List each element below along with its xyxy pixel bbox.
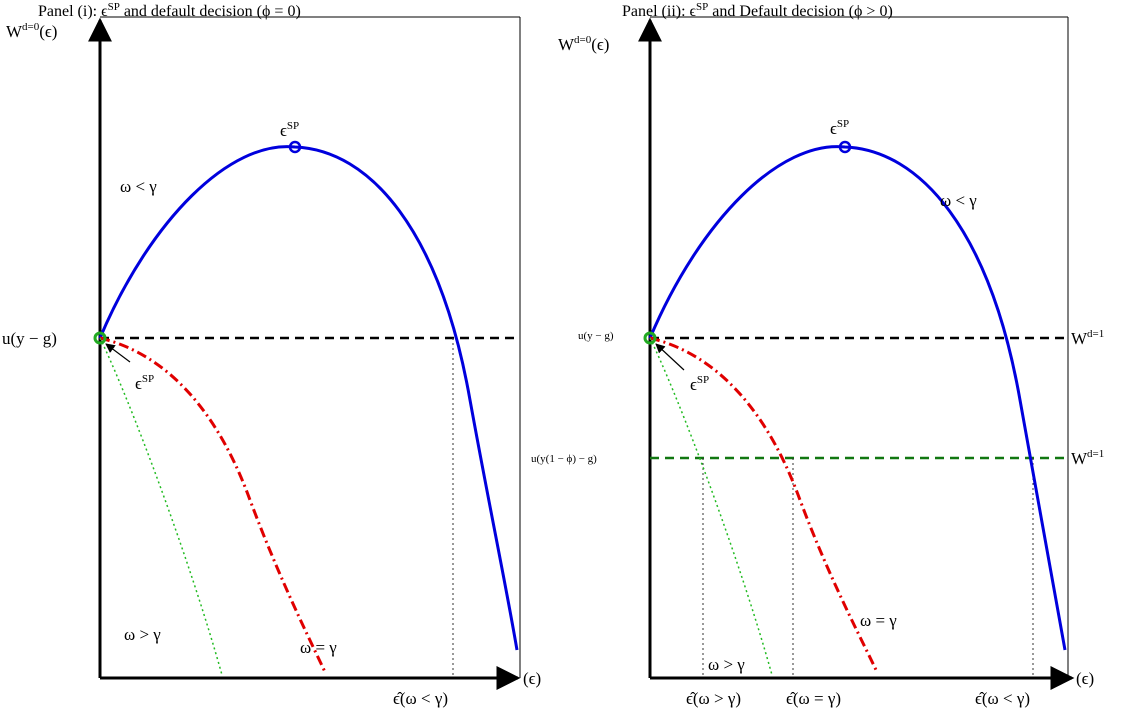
label-rest: (ϵ) [591, 35, 609, 54]
label-base: W [1071, 329, 1088, 348]
title-symbol: ϵ [101, 3, 108, 20]
arrow [655, 343, 685, 371]
peak-marker [288, 140, 302, 154]
peak-label: ϵSP [830, 118, 849, 138]
curve-label: ω > γ [124, 625, 161, 644]
origin-marker [93, 331, 107, 345]
label-rest: (ϵ) [39, 22, 57, 41]
title-symbol: ϵ [690, 3, 697, 20]
welfare-curve-lt [98, 145, 519, 651]
label-base: ϵ [690, 375, 697, 394]
label-sup: SP [142, 373, 154, 385]
label-base: ϵ [135, 374, 142, 393]
title-text: Panel (i): [38, 3, 101, 20]
default-label: Wd=1 [1071, 328, 1104, 348]
welfare-curve-gt [99, 337, 223, 676]
curve-label: ω = γ [300, 638, 337, 657]
x-axis-label: (ϵ) [523, 669, 541, 688]
title-sup: SP [108, 1, 120, 13]
origin-marker [643, 331, 657, 345]
title-text: Panel (ii): [622, 3, 690, 20]
welfare-curve-gt [649, 337, 773, 676]
label-sup: d=0 [22, 21, 40, 33]
origin-label: ϵSP [135, 373, 154, 393]
label-sup: SP [837, 118, 849, 130]
panel-title: Panel (ii): ϵSP and Default decision (ϕ … [622, 1, 893, 20]
x-axis-label: (ϵ) [1076, 669, 1094, 688]
title-rest: and default decision (ϕ = 0) [120, 3, 301, 20]
label-sup: d=0 [574, 34, 592, 46]
peak-label: ϵSP [280, 120, 299, 140]
peak-marker [838, 140, 852, 154]
welfare-curve-eq [649, 336, 879, 673]
level-label: u(y(1 − ϕ) − g) [531, 453, 597, 465]
label-sup: d=1 [1087, 328, 1104, 340]
panel-ii: Panel (ii): ϵSP and Default decision (ϕ … [531, 1, 1104, 708]
label-base: W [558, 35, 575, 54]
label-base: ϵ [830, 119, 837, 138]
curve-label: ω = γ [860, 611, 897, 630]
panel-title: Panel (i): ϵSP and default decision (ϕ =… [38, 1, 301, 20]
arrow [105, 343, 131, 363]
curve-label: ω < γ [940, 191, 977, 210]
label-base: ϵ [280, 121, 287, 140]
origin-label: ϵSP [690, 374, 709, 394]
curve-label: ω < γ [120, 177, 157, 196]
threshold-label: ϵ̂(ω < γ) [975, 689, 1030, 708]
label-sup: SP [287, 120, 299, 132]
default-label: Wd=1 [1071, 448, 1104, 468]
level-label: u(y − g) [578, 330, 614, 342]
y-axis-label: Wd=0(ϵ) [558, 34, 609, 54]
title-sup: SP [696, 1, 708, 13]
label-base: W [1071, 449, 1088, 468]
threshold-label: ϵ̂(ω = γ) [786, 689, 841, 708]
y-axis-label: Wd=0(ϵ) [6, 21, 57, 41]
welfare-curve-lt [648, 145, 1067, 651]
curve-label: ω > γ [708, 655, 745, 674]
title-rest: and Default decision (ϕ > 0) [708, 3, 893, 20]
label-base: W [6, 22, 23, 41]
label-sup: d=1 [1087, 448, 1104, 460]
welfare-curve-eq [99, 336, 327, 673]
threshold-label: ϵ̂(ω > γ) [686, 689, 741, 708]
panel-i: Panel (i): ϵSP and default decision (ϕ =… [2, 1, 541, 708]
level-label: u(y − g) [2, 329, 57, 348]
threshold-label: ϵ̂(ω < γ) [393, 689, 448, 708]
label-sup: SP [697, 374, 709, 386]
